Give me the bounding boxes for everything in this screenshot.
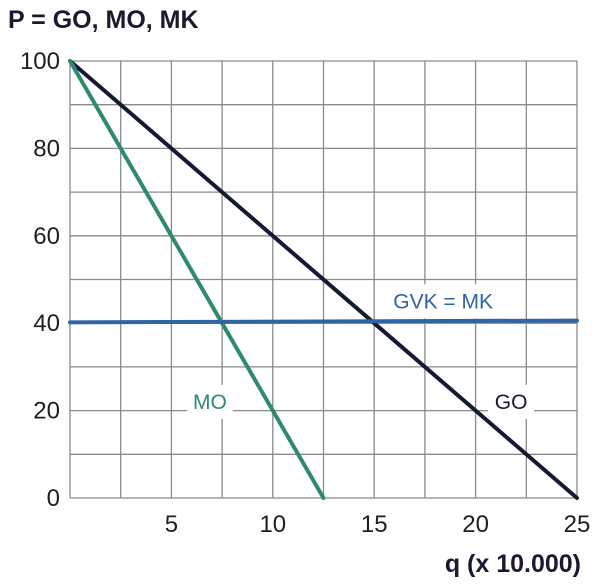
y-tick-label: 80	[33, 135, 60, 162]
series-lines	[68, 59, 579, 500]
series-line	[68, 59, 579, 500]
x-axis-title: q (x 10.000)	[445, 550, 581, 578]
x-tick-label: 25	[564, 511, 591, 538]
series-label: GO	[495, 391, 528, 414]
series-label-background	[186, 384, 233, 419]
series-label-background	[488, 384, 535, 419]
series-labels: GO MO GVK = MK	[186, 284, 535, 419]
y-tick-label: 0	[47, 485, 60, 512]
series-label: MO	[193, 391, 227, 414]
series-label-background	[384, 284, 503, 319]
y-tick-label: 40	[33, 310, 60, 337]
x-tick-label: 20	[462, 511, 489, 538]
x-tick-label: 15	[361, 511, 388, 538]
x-tick-label: 10	[259, 511, 286, 538]
y-tick-label: 100	[20, 48, 60, 75]
series-label: GVK = MK	[393, 290, 493, 313]
y-axis-title: P = GO, MO, MK	[8, 6, 199, 34]
series-line	[68, 318, 579, 325]
x-tick-label: 5	[165, 511, 178, 538]
y-tick-label: 60	[33, 223, 60, 250]
series-line	[68, 59, 326, 500]
tick-labels: 0 20 40 60 80 100 5 10 15 20 25	[20, 48, 590, 538]
y-tick-label: 20	[33, 398, 60, 425]
